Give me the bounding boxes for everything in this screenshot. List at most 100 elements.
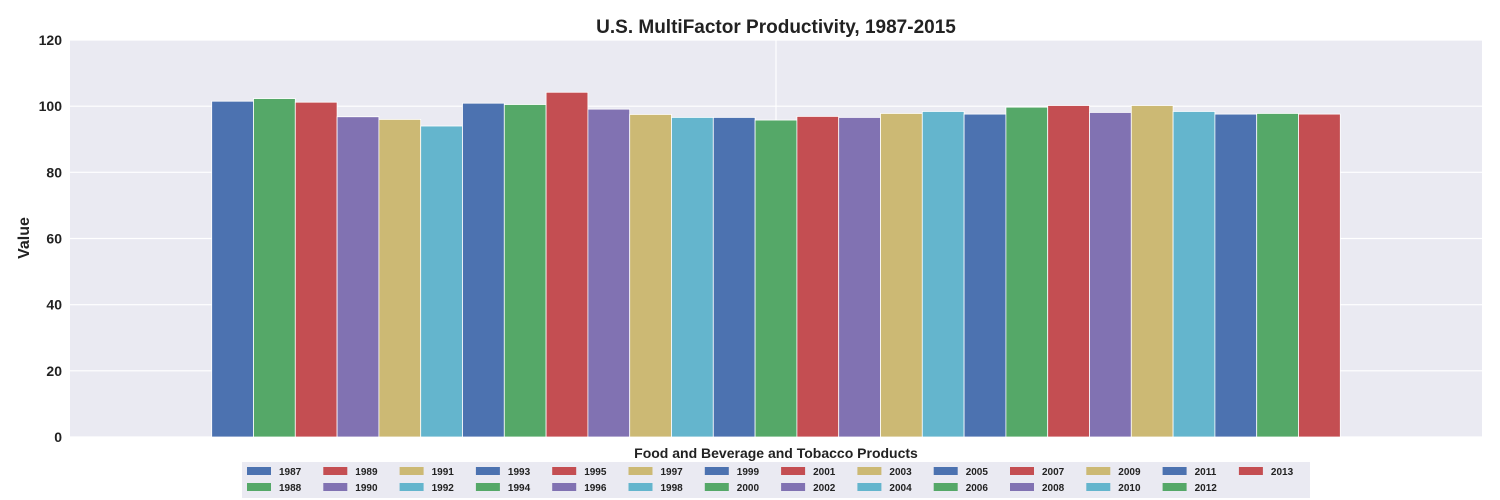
legend-item-2011: 2011 (1162, 467, 1217, 478)
legend-label: 2005 (966, 467, 989, 478)
legend-item-1989: 1989 (323, 467, 378, 478)
legend-swatch (247, 483, 271, 491)
bar-1991 (378, 119, 422, 438)
bar-1999 (712, 117, 756, 438)
bar-1987 (211, 100, 254, 438)
bar-2001 (796, 116, 840, 438)
legend-item-2003: 2003 (857, 467, 912, 478)
y-tick-label: 80 (46, 164, 62, 180)
y-tick-label: 120 (39, 32, 63, 48)
legend-label: 2009 (1118, 467, 1141, 478)
legend-swatch (552, 467, 577, 475)
legend-swatch (323, 483, 348, 491)
legend-item-1996: 1996 (552, 483, 607, 494)
legend-item-2008: 2008 (1010, 483, 1065, 494)
legend-item-1992: 1992 (399, 483, 455, 494)
legend-label: 2002 (813, 483, 836, 494)
legend-item-2001: 2001 (781, 467, 836, 478)
legend-swatch (781, 483, 806, 491)
legend-item-2005: 2005 (933, 467, 989, 478)
legend-item-1998: 1998 (628, 483, 684, 494)
legend-swatch (781, 467, 806, 475)
chart-title: U.S. MultiFactor Productivity, 1987-2015 (596, 17, 956, 38)
legend-swatch (704, 483, 729, 491)
legend-item-2013: 2013 (1238, 467, 1294, 478)
legend-swatch (399, 483, 424, 491)
y-tick-label: 40 (46, 297, 62, 313)
legend-swatch (1162, 483, 1187, 491)
legend-swatch (247, 467, 271, 475)
legend-label: 1995 (584, 467, 607, 478)
legend-item-1999: 1999 (704, 467, 760, 478)
y-tick-label: 60 (46, 231, 62, 247)
legend-swatch (933, 467, 958, 475)
legend-label: 1998 (661, 483, 684, 494)
legend-swatch (857, 467, 882, 475)
bar-2008 (1089, 112, 1132, 438)
legend-label: 2004 (889, 483, 912, 494)
bar-1993 (462, 102, 505, 438)
bar-2002 (838, 117, 881, 438)
bar-1992 (420, 125, 463, 438)
bar-2013 (1298, 113, 1341, 438)
legend-swatch (552, 483, 577, 491)
y-tick-label: 100 (39, 98, 63, 114)
legend-swatch (628, 483, 653, 491)
legend: 1987 1988 1989 1990 1991 1992 1993 1994 1995 1996… (242, 462, 1310, 498)
legend-label: 2003 (889, 467, 912, 478)
legend-label: 2011 (1195, 467, 1217, 478)
legend-label: 1999 (737, 467, 760, 478)
bar-2007 (1047, 105, 1090, 438)
legend-swatch (1086, 483, 1111, 491)
y-axis-ticks: 0 20 40 60 80 100 120 (39, 32, 63, 445)
legend-swatch (1010, 483, 1034, 491)
legend-item-1991: 1991 (399, 467, 455, 478)
legend-label: 1987 (279, 467, 302, 478)
legend-label: 2010 (1118, 483, 1141, 494)
legend-label: 1988 (279, 483, 302, 494)
legend-swatch (857, 483, 882, 491)
legend-label: 2007 (1042, 467, 1065, 478)
bar-1998 (671, 117, 714, 438)
bar-2003 (880, 113, 923, 438)
legend-label: 1989 (355, 467, 378, 478)
bar-2000 (754, 119, 798, 438)
legend-label: 2001 (813, 467, 836, 478)
legend-label: 2006 (966, 483, 989, 494)
bar-1994 (503, 104, 547, 438)
bar-1997 (629, 114, 672, 438)
legend-item-1987: 1987 (247, 467, 302, 478)
legend-label: 1997 (661, 467, 684, 478)
legend-label: 1994 (508, 483, 531, 494)
bar-2006 (1005, 106, 1049, 438)
bar-2009 (1130, 105, 1174, 438)
legend-item-1988: 1988 (247, 483, 302, 494)
legend-item-1990: 1990 (323, 483, 378, 494)
legend-label: 2012 (1195, 483, 1218, 494)
legend-label: 1991 (432, 467, 455, 478)
legend-label: 1992 (432, 483, 455, 494)
legend-swatch (399, 467, 424, 475)
legend-item-1993: 1993 (475, 467, 531, 478)
legend-swatch (475, 483, 500, 491)
bar-2011 (1214, 113, 1258, 438)
bar-1996 (587, 108, 631, 438)
y-tick-label: 20 (46, 363, 62, 379)
bar-1989 (294, 101, 338, 438)
legend-swatch (323, 467, 348, 475)
bar-2004 (921, 111, 965, 438)
bars (211, 91, 1341, 438)
y-axis-label: Value (16, 217, 33, 259)
bar-1988 (253, 98, 296, 438)
y-tick-label: 0 (54, 429, 62, 445)
legend-swatch (1010, 467, 1034, 475)
legend-swatch (1238, 467, 1263, 475)
legend-item-2004: 2004 (857, 483, 912, 494)
legend-item-1994: 1994 (475, 483, 531, 494)
legend-label: 1990 (355, 483, 378, 494)
legend-label: 1996 (584, 483, 607, 494)
legend-label: 2013 (1271, 467, 1294, 478)
legend-swatch (933, 483, 958, 491)
legend-item-2010: 2010 (1086, 483, 1141, 494)
legend-label: 1993 (508, 467, 531, 478)
